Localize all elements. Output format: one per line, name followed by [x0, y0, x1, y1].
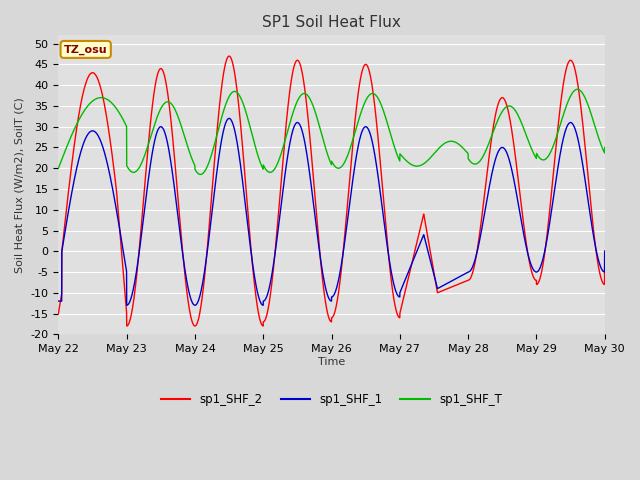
X-axis label: Time: Time: [318, 357, 345, 367]
sp1_SHF_1: [601, 248, 609, 254]
sp1_SHF_2: [225, 53, 233, 59]
sp1_SHF_1: [452, 276, 460, 282]
sp1_SHF_2: [557, 98, 565, 104]
sp1_SHF_1: [584, 198, 592, 204]
sp1_SHF_2: [289, 70, 296, 76]
sp1_SHF_T: [452, 139, 460, 145]
sp1_SHF_2: [314, 232, 322, 238]
sp1_SHF_T: [557, 120, 564, 126]
sp1_SHF_T: [601, 144, 609, 150]
sp1_SHF_2: [452, 283, 460, 288]
sp1_SHF_2: [601, 248, 609, 254]
Title: SP1 Soil Heat Flux: SP1 Soil Heat Flux: [262, 15, 401, 30]
Text: TZ_osu: TZ_osu: [64, 44, 108, 55]
sp1_SHF_2: [123, 323, 131, 329]
Line: sp1_SHF_T: sp1_SHF_T: [58, 89, 605, 174]
sp1_SHF_2: [54, 311, 62, 316]
sp1_SHF_T: [289, 112, 296, 118]
sp1_SHF_1: [557, 147, 565, 153]
sp1_SHF_T: [314, 119, 322, 124]
Legend: sp1_SHF_2, sp1_SHF_1, sp1_SHF_T: sp1_SHF_2, sp1_SHF_1, sp1_SHF_T: [156, 388, 507, 410]
sp1_SHF_T: [284, 127, 292, 132]
sp1_SHF_T: [573, 86, 581, 92]
sp1_SHF_1: [314, 239, 322, 245]
sp1_SHF_1: [284, 150, 292, 156]
sp1_SHF_1: [289, 129, 296, 134]
Line: sp1_SHF_2: sp1_SHF_2: [58, 56, 605, 326]
sp1_SHF_T: [584, 102, 592, 108]
sp1_SHF_2: [584, 175, 592, 181]
sp1_SHF_1: [54, 298, 62, 304]
sp1_SHF_T: [54, 165, 62, 171]
sp1_SHF_2: [284, 102, 292, 108]
sp1_SHF_T: [196, 171, 204, 177]
Line: sp1_SHF_1: sp1_SHF_1: [58, 119, 605, 305]
Y-axis label: Soil Heat Flux (W/m2), SoilT (C): Soil Heat Flux (W/m2), SoilT (C): [15, 97, 25, 273]
sp1_SHF_1: [123, 302, 131, 308]
sp1_SHF_1: [225, 116, 233, 121]
